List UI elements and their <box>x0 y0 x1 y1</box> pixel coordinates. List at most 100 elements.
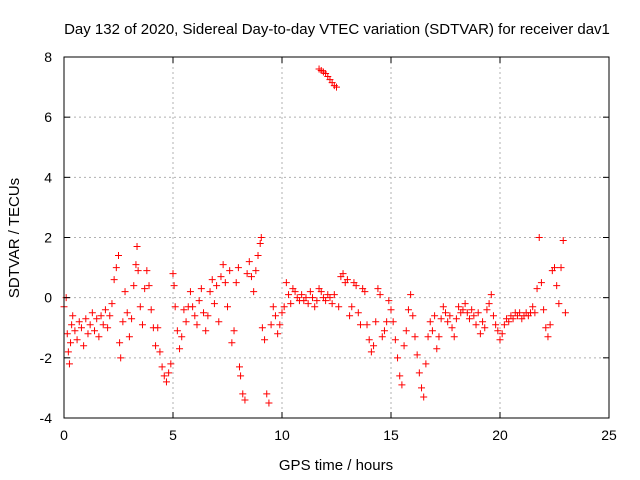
data-point <box>158 363 166 371</box>
data-point <box>361 288 369 296</box>
data-point <box>241 396 249 404</box>
data-point <box>372 318 380 326</box>
data-point <box>389 318 397 326</box>
data-point <box>73 336 81 344</box>
data-point <box>143 267 151 275</box>
y-axis-label: SDTVAR / TECUs <box>6 178 23 298</box>
data-point <box>110 276 118 284</box>
data-point <box>365 336 373 344</box>
data-point <box>422 360 430 368</box>
data-point <box>391 336 399 344</box>
y-tick-label: 6 <box>44 109 52 125</box>
data-point <box>219 261 227 269</box>
data-point <box>117 354 125 362</box>
data-point <box>154 324 162 332</box>
data-point <box>330 291 338 299</box>
data-point <box>426 318 434 326</box>
data-point <box>258 324 266 332</box>
data-point <box>546 321 554 329</box>
y-tick-label: 4 <box>44 169 52 185</box>
data-point <box>95 333 103 341</box>
data-point <box>485 300 493 308</box>
data-point <box>65 360 73 368</box>
data-point <box>531 309 539 317</box>
data-point <box>505 318 513 326</box>
data-point <box>156 348 164 356</box>
data-point <box>170 282 178 290</box>
data-point <box>298 291 306 299</box>
data-point <box>237 372 245 380</box>
data-point <box>304 300 312 308</box>
data-point <box>498 330 506 338</box>
data-point <box>280 303 288 311</box>
data-point <box>346 312 354 320</box>
data-point <box>356 321 364 329</box>
data-point <box>71 327 79 335</box>
data-point <box>269 303 277 311</box>
data-point <box>474 309 482 317</box>
data-point <box>309 294 317 302</box>
data-point <box>138 321 146 329</box>
data-point <box>317 288 325 296</box>
data-point <box>500 321 508 329</box>
data-point <box>465 315 473 323</box>
data-point <box>123 309 131 317</box>
data-point <box>411 333 419 341</box>
data-point <box>178 333 186 341</box>
data-point <box>119 318 127 326</box>
y-tick-label: 2 <box>44 230 52 246</box>
data-point <box>252 267 260 275</box>
data-point <box>77 324 85 332</box>
data-point <box>108 300 116 308</box>
data-point <box>75 318 83 326</box>
data-point <box>189 303 197 311</box>
data-point <box>116 339 124 347</box>
y-tick-label: 0 <box>44 290 52 306</box>
data-point <box>540 306 548 314</box>
data-point <box>97 312 105 320</box>
data-point <box>276 321 284 329</box>
data-point <box>121 288 129 296</box>
data-point <box>250 288 258 296</box>
data-point <box>378 333 386 341</box>
y-tick-label: -4 <box>40 410 53 426</box>
data-point <box>452 315 460 323</box>
data-point <box>383 318 391 326</box>
data-point <box>385 297 393 305</box>
data-point <box>537 279 545 287</box>
data-point <box>370 342 378 350</box>
data-point <box>278 309 286 317</box>
data-point <box>424 333 432 341</box>
data-point <box>374 285 382 293</box>
data-point <box>165 369 173 377</box>
data-point <box>306 288 314 296</box>
data-point <box>106 312 114 320</box>
data-point <box>132 261 140 269</box>
data-point <box>125 333 133 341</box>
data-point <box>245 258 253 266</box>
data-point <box>261 336 269 344</box>
data-point <box>348 303 356 311</box>
data-point <box>243 270 251 278</box>
data-point <box>561 309 569 317</box>
data-point <box>328 300 336 308</box>
data-point <box>133 243 141 251</box>
data-point <box>191 312 199 320</box>
y-tick-label: -2 <box>40 350 53 366</box>
data-point <box>363 321 371 329</box>
data-point <box>535 234 543 241</box>
data-point <box>145 282 153 290</box>
data-point <box>444 318 452 326</box>
data-point <box>483 306 491 314</box>
data-point <box>533 285 541 293</box>
grid <box>64 57 609 418</box>
data-point <box>169 270 177 278</box>
data-point <box>167 360 175 368</box>
data-point <box>195 297 203 305</box>
data-point <box>208 276 216 284</box>
data-point <box>435 333 443 341</box>
data-point <box>509 315 517 323</box>
data-point <box>136 303 144 311</box>
data-point <box>210 300 218 308</box>
